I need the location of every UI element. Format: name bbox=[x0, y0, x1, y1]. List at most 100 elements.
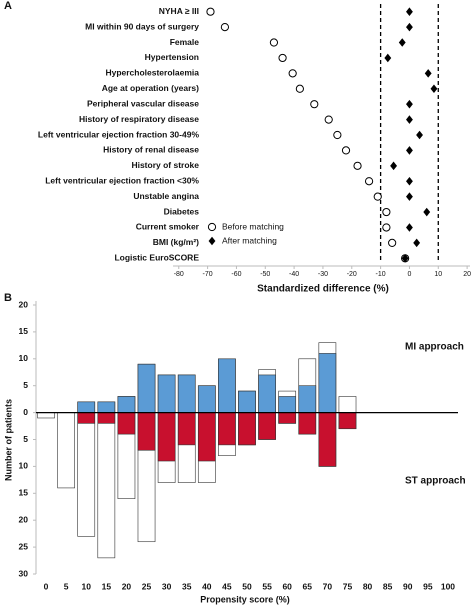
point bbox=[406, 146, 413, 155]
annotation: MI approach bbox=[405, 342, 464, 353]
x-tick-label: 65 bbox=[303, 581, 313, 591]
point bbox=[208, 236, 216, 246]
point bbox=[220, 23, 230, 32]
point bbox=[406, 176, 413, 186]
bar bbox=[97, 412, 116, 424]
outline-bar bbox=[338, 396, 357, 413]
y-tick-label: Peripheral vascular disease bbox=[87, 98, 199, 108]
outline-bar bbox=[97, 412, 116, 559]
point bbox=[295, 84, 304, 93]
bar bbox=[117, 396, 136, 413]
x-tick-label: 50 bbox=[242, 581, 252, 591]
bar bbox=[177, 374, 196, 413]
bar bbox=[278, 396, 297, 413]
panel-letter: B bbox=[4, 292, 12, 304]
y-tick-label: History of renal disease bbox=[103, 145, 199, 155]
bar bbox=[77, 401, 96, 413]
x-tick-label: -60 bbox=[231, 271, 241, 278]
bar bbox=[258, 374, 276, 413]
y-tick-label: 15 bbox=[19, 488, 29, 498]
x-tick-label: -70 bbox=[203, 271, 213, 278]
point bbox=[373, 192, 382, 201]
y-tick-label: BMI (kg/m²) bbox=[153, 237, 199, 247]
y-tick-label: Left ventricular ejection fraction <30% bbox=[45, 175, 199, 185]
bar bbox=[137, 412, 156, 451]
y-tick-label: 10 bbox=[19, 353, 29, 363]
x-tick-label: 95 bbox=[423, 581, 433, 591]
bar bbox=[157, 374, 176, 413]
bar bbox=[177, 412, 196, 446]
x-axis-title: Standardized difference (%) bbox=[257, 284, 389, 295]
bar bbox=[77, 412, 96, 424]
point bbox=[384, 53, 392, 63]
point bbox=[278, 53, 287, 63]
panel-letter: A bbox=[4, 0, 12, 12]
x-tick-label: -50 bbox=[260, 271, 270, 278]
point bbox=[416, 130, 423, 140]
outline-bar bbox=[57, 412, 75, 489]
point bbox=[364, 177, 374, 186]
outline-bar bbox=[77, 412, 96, 537]
point bbox=[310, 100, 319, 109]
point bbox=[406, 223, 413, 232]
point bbox=[423, 207, 431, 217]
bar bbox=[238, 412, 256, 446]
point bbox=[401, 254, 409, 263]
point bbox=[269, 38, 279, 47]
point bbox=[341, 146, 351, 155]
bar bbox=[218, 358, 236, 413]
bar bbox=[218, 412, 236, 446]
point bbox=[324, 115, 333, 124]
y-tick-label: 20 bbox=[19, 299, 29, 309]
y-tick-label: 15 bbox=[19, 326, 29, 336]
point bbox=[406, 22, 413, 32]
x-tick-label: 0 bbox=[44, 581, 49, 591]
x-tick-label: 20 bbox=[122, 581, 132, 591]
point bbox=[206, 7, 215, 16]
point bbox=[413, 238, 421, 248]
x-tick-label: 85 bbox=[383, 581, 393, 591]
x-axis-title: Propensity score (%) bbox=[200, 594, 290, 604]
y-axis-title: Number of patients bbox=[3, 399, 13, 481]
x-tick-label: 45 bbox=[222, 581, 232, 591]
y-tick-label: History of stroke bbox=[131, 160, 199, 170]
bar bbox=[298, 385, 317, 413]
point bbox=[406, 192, 413, 201]
bar bbox=[197, 385, 216, 413]
x-tick-label: 90 bbox=[403, 581, 413, 591]
point bbox=[288, 69, 297, 78]
bar bbox=[137, 363, 156, 413]
point bbox=[406, 99, 413, 109]
x-tick-label: -30 bbox=[318, 271, 328, 278]
bar bbox=[258, 412, 276, 440]
point bbox=[398, 38, 406, 47]
y-tick-label: 20 bbox=[19, 514, 29, 524]
x-tick-label: 25 bbox=[142, 581, 152, 591]
x-tick-label: 60 bbox=[282, 581, 292, 591]
x-tick-label: 70 bbox=[323, 581, 333, 591]
bar bbox=[278, 412, 297, 424]
legend-label: After matching bbox=[222, 235, 277, 245]
outline-bar bbox=[37, 412, 55, 419]
bar bbox=[238, 390, 256, 413]
point bbox=[382, 207, 391, 217]
bar bbox=[338, 412, 357, 430]
x-tick-label: 80 bbox=[363, 581, 373, 591]
x-tick-label: 15 bbox=[102, 581, 112, 591]
point bbox=[333, 130, 342, 140]
bar bbox=[97, 401, 116, 413]
y-tick-label: Hypercholesterolaemia bbox=[105, 68, 199, 78]
y-tick-label: MI within 90 days of surgery bbox=[85, 21, 199, 31]
y-tick-label: Diabetes bbox=[164, 206, 200, 216]
x-tick-label: 10 bbox=[434, 271, 442, 278]
legend-label: Before matching bbox=[222, 221, 284, 231]
y-tick-label: 25 bbox=[19, 541, 29, 551]
point bbox=[207, 222, 217, 232]
x-tick-label: -20 bbox=[347, 271, 357, 278]
bar bbox=[197, 412, 216, 462]
y-tick-label: 0 bbox=[23, 407, 28, 417]
y-tick-label: NYHA ≥ III bbox=[159, 6, 199, 16]
point bbox=[424, 69, 432, 78]
point bbox=[388, 238, 397, 247]
